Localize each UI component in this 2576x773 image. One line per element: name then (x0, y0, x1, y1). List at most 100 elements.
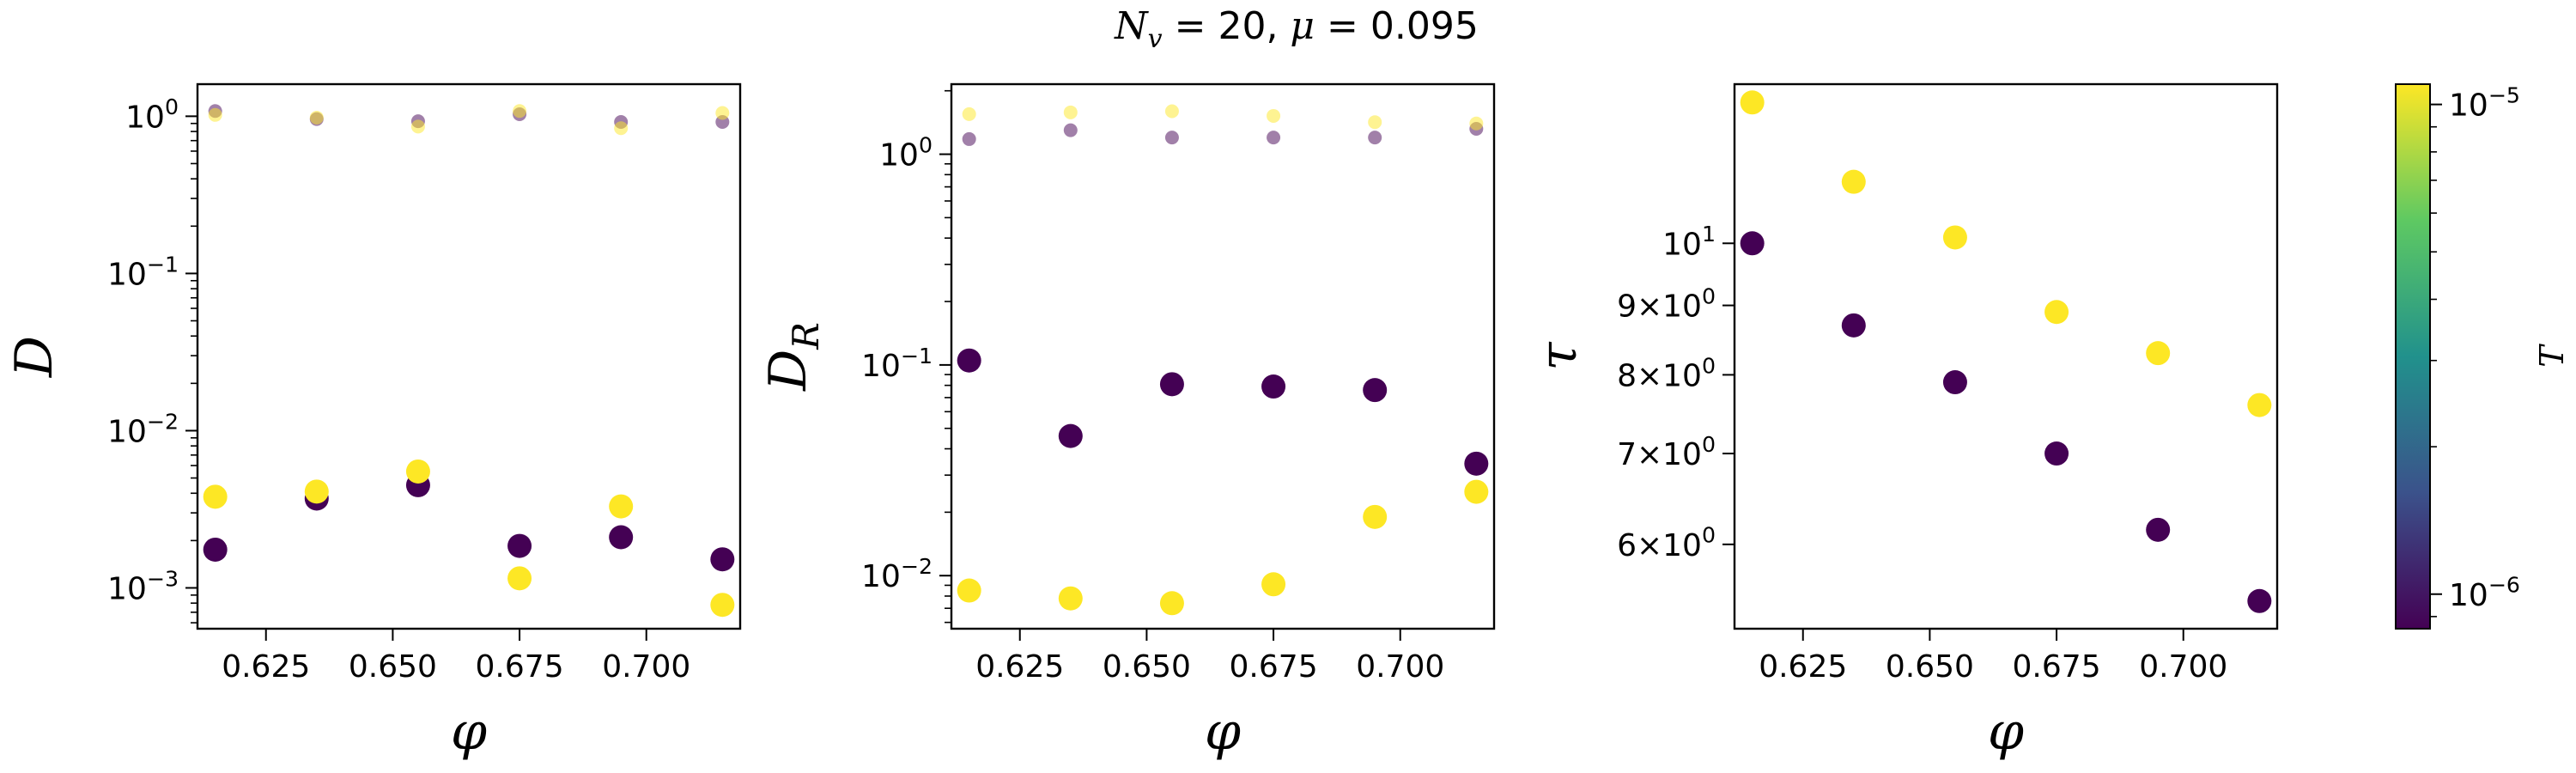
colorbar-ticks: 10−5 10−6 (2430, 82, 2520, 618)
data-point (2146, 517, 2171, 542)
data-point (1942, 225, 1967, 250)
data-point (957, 578, 981, 603)
y-tick-label: 10−1 (861, 344, 933, 384)
y-tick-label: 10−1 (107, 252, 179, 292)
x-axis-label: φ (1205, 702, 1241, 762)
data-point (1261, 572, 1286, 597)
data-point (1464, 451, 1489, 476)
data-point (2146, 341, 2171, 366)
data-point (1363, 504, 1388, 529)
y-tick-label: 6×100 (1617, 523, 1716, 563)
figure-title: Nv = 20, μ = 0.095 (1114, 4, 1479, 54)
data-point (1063, 123, 1078, 137)
data-point (410, 119, 425, 134)
data-point (2044, 441, 2069, 466)
axes-frame (950, 82, 1496, 630)
series-2 (208, 104, 730, 136)
x-axis-label: φ (1988, 702, 2024, 762)
data-point (962, 131, 976, 146)
x-axis-label: φ (451, 702, 487, 762)
axes-frame (1733, 82, 2279, 630)
data-point (609, 525, 634, 550)
data-point (710, 547, 735, 572)
data-point (203, 537, 228, 562)
data-point (1063, 105, 1078, 119)
panel-3: 101 9×100 8×100 7×100 6×100 0.625 0.650 0.675 0.… (1528, 82, 2279, 762)
series-1 (962, 121, 1484, 146)
y-tick-label: 100 (879, 132, 933, 173)
x-tick-label: 0.625 (1759, 649, 1847, 685)
data-point (710, 593, 735, 618)
y-tick-label: 8×100 (1617, 353, 1716, 393)
series-2 (962, 104, 1484, 131)
data-point (1368, 115, 1382, 130)
data-point (1363, 378, 1388, 403)
data-point (957, 348, 981, 373)
y-axis-label: τ (1528, 342, 1589, 371)
colorbar-gradient (2395, 83, 2431, 630)
data-point (1164, 131, 1179, 145)
data-point (309, 110, 324, 125)
x-tick-label: 0.650 (349, 649, 437, 685)
y-axis-label: D (4, 336, 64, 378)
data-point (1841, 313, 1866, 338)
data-point (208, 107, 222, 122)
y-minor-ticks (191, 122, 197, 624)
data-point (1464, 479, 1489, 504)
data-point (1942, 370, 1967, 395)
series-1 (1740, 231, 2272, 613)
x-tick-label: 0.700 (602, 649, 690, 685)
series-1 (208, 104, 730, 129)
x-tick-label: 0.675 (2013, 649, 2101, 685)
data-point (203, 484, 228, 509)
series-3 (957, 348, 1489, 476)
suptitle-text: N_v = 20, μ = 0.095 (1297, 38, 1306, 40)
data-point (614, 121, 629, 136)
data-point (715, 106, 730, 120)
data-point (2044, 300, 2069, 325)
x-tick-label: 0.700 (1356, 649, 1444, 685)
y-tick-label: 9×100 (1617, 283, 1716, 324)
data-point (1267, 131, 1281, 145)
data-point (507, 566, 532, 591)
data-point (1159, 372, 1184, 397)
data-point (405, 459, 430, 484)
y-tick-label: 10−2 (107, 409, 179, 449)
data-point (1164, 104, 1179, 119)
title-sub-v: v (1148, 24, 1163, 54)
data-point (1368, 131, 1382, 145)
y-tick-label: 7×100 (1617, 432, 1716, 472)
panel-1: 100 10−1 10−2 10−3 0.625 0.650 0.675 0.700 φ D (4, 82, 742, 762)
y-tick-label: 10−2 (861, 554, 933, 594)
colorbar-tick-label: 10−5 (2449, 82, 2520, 123)
series-4 (203, 459, 735, 618)
data-point (1058, 586, 1083, 611)
y-tick-label: 10−3 (107, 566, 179, 606)
x-tick-label: 0.675 (476, 649, 564, 685)
data-point (1261, 374, 1286, 399)
data-point (1469, 116, 1484, 131)
data-point (507, 533, 532, 558)
x-tick-label: 0.675 (1230, 649, 1318, 685)
x-tick-label: 0.650 (1103, 649, 1191, 685)
data-point (1159, 591, 1184, 616)
data-point (962, 107, 976, 121)
data-point (1740, 90, 1765, 115)
colorbar-label: T (2533, 344, 2571, 368)
data-point (609, 494, 634, 519)
y-minor-ticks (945, 89, 951, 624)
colorbar: 10−5 10−6 T (2395, 82, 2571, 630)
colorbar-tick-label: 10−6 (2449, 573, 2520, 613)
series-4 (957, 479, 1489, 616)
x-tick-label: 0.700 (2139, 649, 2227, 685)
x-tick-label: 0.625 (222, 649, 310, 685)
x-tick-label: 0.650 (1886, 649, 1974, 685)
data-point (1740, 231, 1765, 256)
data-point (1841, 169, 1866, 194)
data-point (1267, 108, 1281, 123)
panel-2: 100 10−1 10−2 0.625 0.650 0.675 0.700 φ DR (758, 82, 1496, 762)
axes-frame (196, 82, 742, 630)
data-point (2247, 588, 2272, 613)
